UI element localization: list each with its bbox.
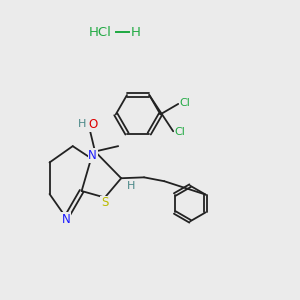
Text: HCl: HCl xyxy=(89,26,112,39)
Text: H: H xyxy=(127,181,135,191)
Text: O: O xyxy=(88,118,98,131)
Text: H: H xyxy=(131,26,141,39)
Text: HCl: HCl xyxy=(89,26,112,39)
Text: N: N xyxy=(88,149,97,162)
Text: N: N xyxy=(62,213,70,226)
Text: H: H xyxy=(131,26,141,39)
Text: S: S xyxy=(101,196,109,209)
Text: H: H xyxy=(78,119,87,129)
Text: Cl: Cl xyxy=(179,98,190,108)
Text: Cl: Cl xyxy=(174,128,185,137)
